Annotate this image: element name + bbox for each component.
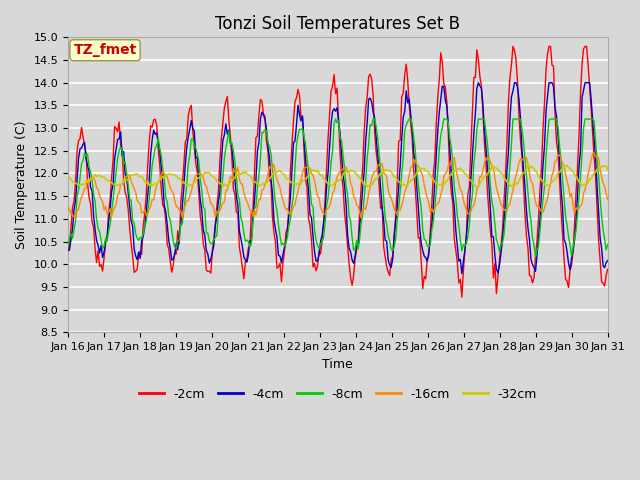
Text: TZ_fmet: TZ_fmet: [74, 43, 137, 57]
Y-axis label: Soil Temperature (C): Soil Temperature (C): [15, 120, 28, 249]
Legend: -2cm, -4cm, -8cm, -16cm, -32cm: -2cm, -4cm, -8cm, -16cm, -32cm: [134, 383, 542, 406]
Title: Tonzi Soil Temperatures Set B: Tonzi Soil Temperatures Set B: [215, 15, 460, 33]
X-axis label: Time: Time: [323, 358, 353, 371]
